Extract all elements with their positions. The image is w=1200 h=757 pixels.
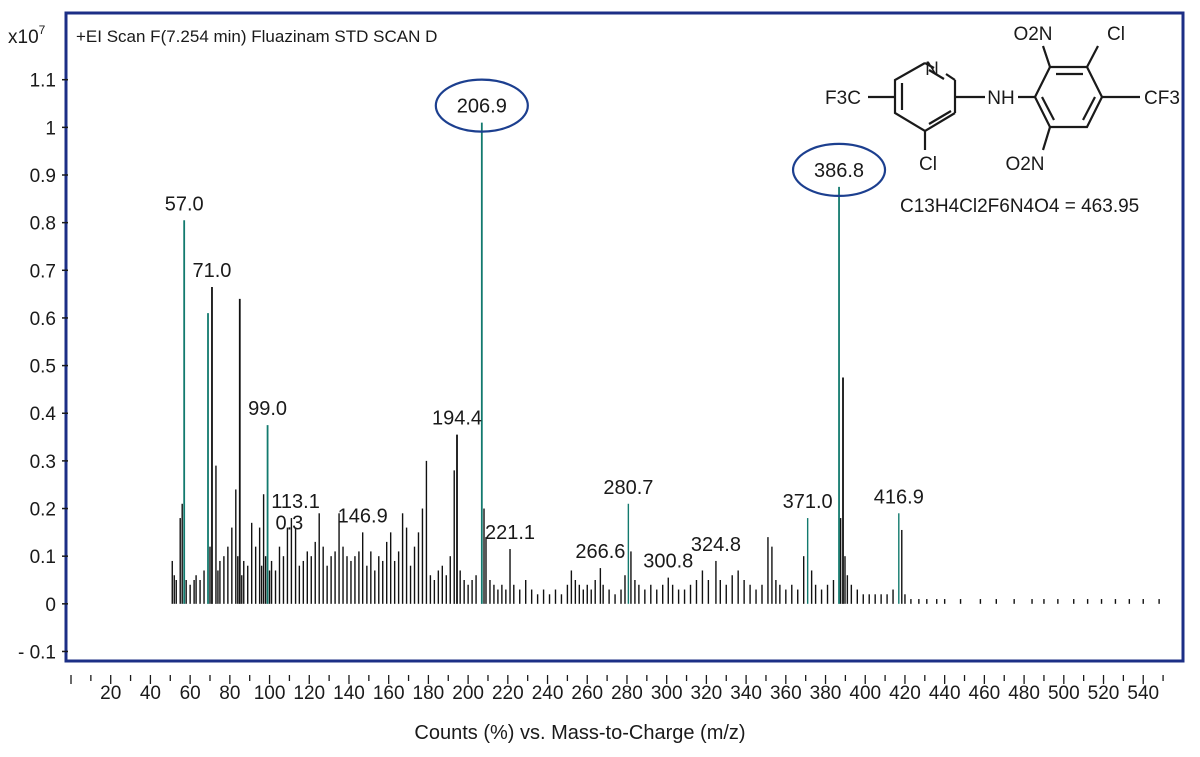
- peak-label: 416.9: [874, 486, 924, 508]
- fluazinam-structure: [868, 45, 1140, 151]
- y-tick-label: 0.2: [30, 500, 56, 521]
- x-tick-label: 240: [532, 683, 564, 704]
- y-tick-label: 0.5: [30, 357, 56, 378]
- peak-label: 0.3: [276, 513, 304, 535]
- y-tick-label: 0.6: [30, 309, 56, 330]
- cf3-right-label: CF3: [1144, 88, 1180, 109]
- peak-label: 386.8: [814, 160, 864, 182]
- peak-label: 324.8: [691, 534, 741, 556]
- pyridine-bond: [924, 62, 935, 69]
- chart-title: +EI Scan F(7.254 min) Fluazinam STD SCAN…: [76, 27, 437, 46]
- peak-label: 146.9: [338, 505, 388, 527]
- x-tick-label: 260: [571, 683, 603, 704]
- y-tick-label: 0.7: [30, 261, 56, 282]
- y-tick-label: 0.4: [30, 404, 57, 425]
- x-tick-label: 80: [219, 683, 240, 704]
- x-tick-label: 340: [730, 683, 762, 704]
- y-tick-label: 0.8: [30, 214, 56, 235]
- x-tick-label: 400: [849, 683, 881, 704]
- x-tick-label: 440: [929, 683, 961, 704]
- peak-label: 221.1: [485, 522, 535, 544]
- peak-label: 113.1: [271, 491, 320, 513]
- y-axis: 1.1 1 0.9 0.8 0.7 0.6 0.5 0.4 0.3 0.2 0.1 0 - 0.1: [18, 71, 68, 663]
- x-tick-label: 60: [180, 683, 201, 704]
- x-tick-label: 500: [1048, 683, 1080, 704]
- peak-label: 280.7: [603, 477, 653, 499]
- benzene-ring: [1033, 65, 1104, 129]
- peak-highlight-ring: [791, 142, 887, 198]
- x-axis: 20 40 60 80 100 120 140 160 180 200 220 240 260 280 30…: [70, 675, 1164, 704]
- x-tick-label: 140: [333, 683, 365, 704]
- benzene-double-bond: [1041, 96, 1055, 121]
- x-tick-label: 480: [1008, 683, 1040, 704]
- benzene-double-bond: [1082, 96, 1096, 121]
- x-tick-label: 320: [691, 683, 723, 704]
- no2-bottom-label: O2N: [1005, 154, 1044, 175]
- cl-top-label: Cl: [1107, 24, 1125, 45]
- x-tick-label: 20: [100, 683, 121, 704]
- peak-label: 206.9: [457, 96, 507, 118]
- y-exponent-label: x107: [8, 23, 46, 48]
- y-tick-label: 0.3: [30, 452, 56, 473]
- plot-frame: [64, 11, 1185, 663]
- spectrum-peaks: [171, 122, 1160, 604]
- x-tick-label: 540: [1127, 683, 1159, 704]
- no2-bond: [1041, 126, 1052, 151]
- x-tick-label: 180: [413, 683, 445, 704]
- structure-labels: N NH F3C Cl O2N Cl CF3 O2N C13H4Cl2F6N4O…: [825, 24, 1180, 217]
- cl-bottom-label: Cl: [919, 154, 937, 175]
- x-tick-label: 120: [293, 683, 325, 704]
- peak-label: 99.0: [248, 398, 287, 420]
- peak-annotations: 57.0 71.0 99.0 113.10.3 146.9 194.4 206.9 221.1…: [165, 78, 924, 573]
- peak-label: 71.0: [193, 260, 232, 282]
- no2-top-label: O2N: [1013, 24, 1052, 45]
- x-tick-label: 420: [889, 683, 921, 704]
- y-tick-label: 1.1: [30, 71, 56, 92]
- x-tick-label: 200: [452, 683, 484, 704]
- cl-bond: [1086, 45, 1099, 68]
- y-tick-label: 0.1: [30, 547, 56, 568]
- pyridine-bond: [945, 73, 956, 81]
- y-tick-label: 0.9: [30, 166, 56, 187]
- x-tick-label: 300: [651, 683, 683, 704]
- x-tick-label: 220: [492, 683, 524, 704]
- x-tick-label: 460: [969, 683, 1001, 704]
- x-tick-label: 380: [810, 683, 842, 704]
- molecular-formula: C13H4Cl2F6N4O4 = 463.95: [900, 196, 1139, 217]
- no2-bond: [1041, 45, 1052, 68]
- y-tick-label: 1: [45, 118, 56, 139]
- cf3-left-label: F3C: [825, 88, 861, 109]
- y-tick-label: - 0.1: [18, 642, 56, 663]
- x-tick-label: 280: [611, 683, 643, 704]
- peak-label: 57.0: [165, 193, 204, 215]
- x-tick-label: 360: [770, 683, 802, 704]
- x-axis-title: Counts (%) vs. Mass-to-Charge (m/z): [414, 722, 745, 744]
- x-tick-label: 40: [140, 683, 161, 704]
- peak-label: 194.4: [432, 408, 482, 430]
- pyridine-double-bond: [928, 110, 952, 125]
- x-tick-label: 160: [373, 683, 405, 704]
- peak-label: 300.8: [643, 551, 693, 573]
- pyridine-ring: [893, 62, 956, 133]
- pyridine-double-bond: [928, 69, 945, 80]
- x-tick-label: 520: [1088, 683, 1120, 704]
- x-tick-label: 100: [254, 683, 286, 704]
- nh-label: NH: [987, 88, 1014, 109]
- peak-highlight-ring: [434, 78, 529, 133]
- pyridine-n-label: N: [925, 59, 939, 80]
- peak-label: 371.0: [783, 491, 833, 513]
- y-tick-label: 0: [45, 595, 56, 616]
- peak-label: 266.6: [575, 541, 625, 563]
